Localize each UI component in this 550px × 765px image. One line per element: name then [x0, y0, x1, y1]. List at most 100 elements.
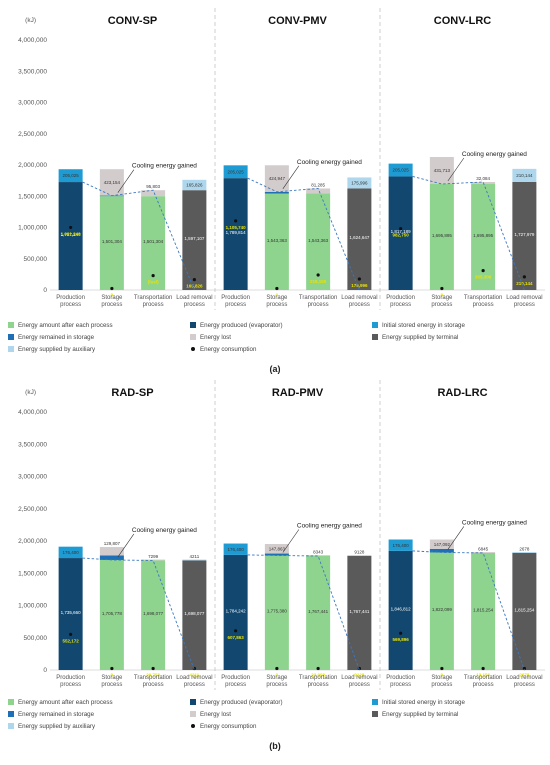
legend-marker — [190, 699, 196, 705]
category-label: process — [514, 302, 535, 308]
category-label: process — [60, 682, 81, 688]
consumption-dot — [357, 277, 361, 281]
bar-segment — [306, 188, 331, 194]
category-label: Production — [221, 675, 250, 681]
bar-segment — [141, 190, 166, 197]
consumption-dot — [522, 275, 526, 279]
consumption-dot — [316, 273, 320, 277]
legend-marker — [190, 334, 196, 340]
bar-segment — [182, 559, 207, 561]
data-label: 1,501,304 — [143, 239, 164, 244]
bar-segment — [429, 539, 454, 549]
group-title: CONV-PMV — [268, 15, 327, 27]
y-tick-label: 0 — [43, 287, 47, 294]
y-tick-label: 1,000,000 — [18, 225, 47, 232]
category-label: Storage — [266, 675, 288, 681]
consumption-label: 1,105,740 — [226, 225, 247, 230]
consumption-label: 23,002 — [311, 673, 325, 678]
y-tick-label: 1,500,000 — [18, 570, 47, 577]
category-label: Transportation — [464, 675, 502, 681]
bar-segment — [306, 555, 331, 557]
bar-segment — [347, 556, 372, 670]
legend-label: Energy remained in storage — [18, 711, 95, 718]
bar-segment — [223, 165, 248, 179]
legend-marker — [372, 334, 378, 340]
consumption-label: 0 — [441, 673, 444, 678]
data-label: 129,807 — [104, 541, 121, 546]
bar-segment — [471, 552, 496, 553]
legend-marker — [191, 347, 195, 351]
consumption-label: 0 — [111, 673, 114, 678]
data-label: 424,947 — [269, 176, 286, 181]
category-label: Load removal — [506, 675, 542, 681]
category-label: process — [266, 302, 287, 308]
category-label: process — [308, 302, 329, 308]
y-tick-label: 3,000,000 — [18, 474, 47, 481]
data-label: 1,789,814 — [226, 230, 247, 235]
legend-marker — [190, 711, 196, 717]
legend-label: Energy produced (evaporator) — [200, 322, 283, 329]
bar-segment — [99, 559, 124, 670]
bar-segment — [264, 191, 289, 194]
data-label: 1,597,107 — [184, 236, 205, 241]
consumption-label: 0 — [441, 293, 444, 298]
annotation-text: Cooling energy gained — [297, 159, 362, 166]
bar-segment — [347, 555, 372, 557]
data-label: 1,775,380 — [267, 609, 288, 614]
consumption-label: 0 — [276, 673, 279, 678]
category-label: process — [514, 682, 535, 688]
bar-segment — [264, 165, 289, 192]
data-label: 1,735,660 — [61, 610, 82, 615]
annotation-arrow — [117, 169, 135, 193]
data-label: 1,705,778 — [102, 611, 123, 616]
consumption-dot — [440, 286, 444, 291]
category-label: process — [60, 302, 81, 308]
data-label: 176,400 — [392, 543, 409, 548]
flow-line — [247, 554, 360, 671]
bar-segment — [99, 547, 124, 556]
category-label: process — [101, 682, 122, 688]
category-label: Production — [386, 295, 415, 301]
category-label: Load removal — [506, 295, 542, 301]
category-label: Production — [56, 675, 85, 681]
annotation-arrow — [282, 165, 300, 190]
consumption-dot — [316, 666, 320, 671]
category-label: process — [308, 682, 329, 688]
consumption-dot — [151, 666, 155, 671]
legend-label: Energy consumption — [200, 723, 257, 730]
panel-label: (b) — [269, 741, 281, 751]
bar-segment — [388, 550, 413, 670]
bar-segment — [58, 546, 83, 559]
annotation-arrow — [282, 529, 300, 553]
consumption-dot — [275, 286, 279, 291]
category-label: Transportation — [134, 295, 172, 301]
y-tick-label: 2,500,000 — [18, 506, 47, 513]
data-label: 210,144 — [516, 173, 533, 178]
consumption-label: 0 — [276, 293, 279, 298]
consumption-label: 13,150 — [476, 673, 490, 678]
bar-segment — [471, 184, 496, 290]
bar-segment — [306, 556, 331, 670]
consumption-label: (fuel) — [148, 280, 159, 285]
data-label: 1,543,363 — [308, 238, 329, 243]
category-label: Storage — [266, 295, 288, 301]
data-label: 1,543,363 — [267, 238, 288, 243]
data-label: 2678 — [519, 547, 530, 552]
category-label: process — [349, 302, 370, 308]
bar-segment — [264, 553, 289, 556]
data-label: 1,815,254 — [473, 607, 494, 612]
legend-label: Energy supplied by terminal — [382, 711, 458, 718]
bar-segment — [223, 543, 248, 555]
consumption-dot — [440, 666, 444, 671]
flow-line — [412, 550, 525, 671]
category-label: process — [390, 302, 411, 308]
y-tick-label: 2,000,000 — [18, 162, 47, 169]
consumption-dot — [481, 269, 485, 273]
legend-label: Energy lost — [200, 711, 231, 718]
category-label: Transportation — [134, 675, 172, 681]
data-label: 1,817,189 — [391, 229, 412, 234]
category-label: process — [225, 682, 246, 688]
legend-marker — [372, 322, 378, 328]
consumption-label: 569,896 — [392, 637, 409, 642]
bar-segment — [58, 169, 83, 183]
